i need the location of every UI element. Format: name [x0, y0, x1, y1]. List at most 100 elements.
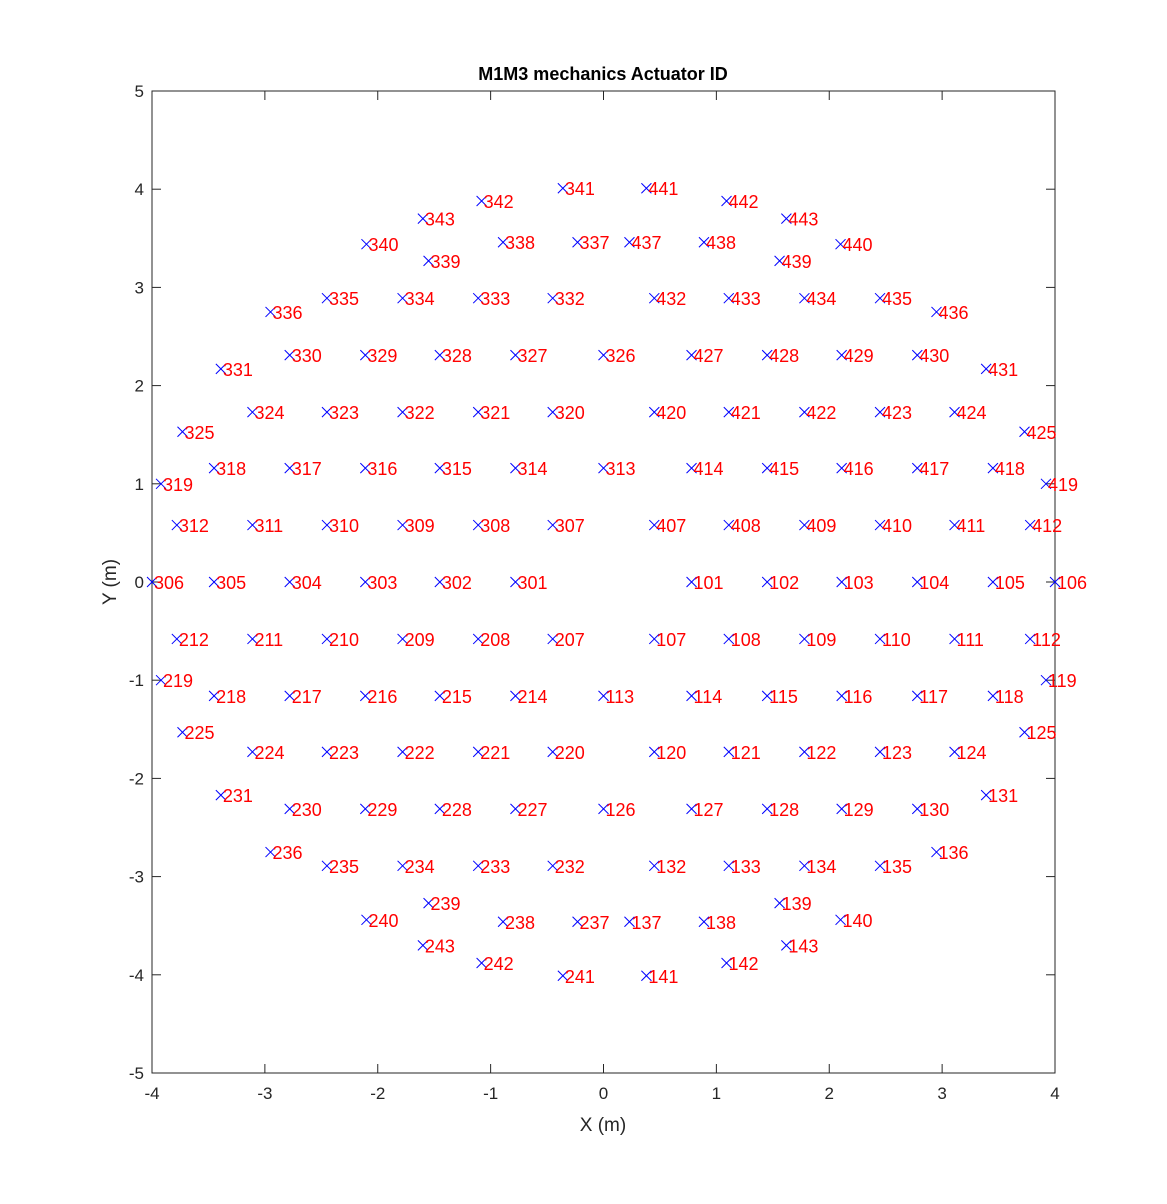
actuator-id-label: 315: [442, 459, 472, 479]
actuator-id-label: 303: [367, 573, 397, 593]
actuator-id-label: 103: [844, 573, 874, 593]
actuator-id-label: 434: [806, 289, 836, 309]
actuator-id-label: 109: [806, 630, 836, 650]
actuator-id-label: 309: [405, 516, 435, 536]
actuator-id-label: 331: [223, 360, 253, 380]
actuator-marker: [359, 576, 371, 588]
actuator-marker: [247, 746, 258, 758]
actuator-id-label: 308: [480, 516, 510, 536]
actuator-marker: [397, 633, 408, 645]
actuator-marker: [799, 292, 810, 304]
actuator-marker: [721, 195, 732, 207]
actuator-id-label: 129: [844, 800, 874, 820]
actuator-id-label: 340: [368, 235, 398, 255]
actuator-id-label: 339: [431, 252, 461, 272]
actuator-marker: [723, 519, 735, 531]
actuator-marker: [721, 957, 732, 969]
x-tick-label: 3: [937, 1084, 946, 1103]
actuator-id-label: 330: [292, 346, 322, 366]
actuator-id-label: 438: [706, 233, 736, 253]
actuator-marker: [648, 633, 660, 645]
actuator-marker: [774, 897, 785, 909]
actuator-marker: [911, 803, 923, 815]
x-tick-label: -2: [370, 1084, 385, 1103]
actuator-marker: [624, 236, 635, 248]
actuator-marker: [1024, 519, 1036, 531]
actuator-id-label: 112: [1032, 630, 1061, 650]
actuator-marker: [987, 690, 999, 702]
actuator-id-label: 141: [648, 967, 678, 987]
actuator-marker: [547, 292, 559, 304]
actuator-id-label: 243: [425, 936, 455, 956]
actuator-marker: [598, 462, 609, 474]
actuator-id-label: 324: [254, 403, 284, 423]
actuator-marker: [359, 462, 371, 474]
actuator-id-label: 134: [806, 857, 836, 877]
actuator-marker: [686, 690, 697, 702]
actuator-marker: [949, 633, 960, 645]
actuator-marker: [723, 633, 735, 645]
actuator-id-label: 306: [154, 573, 184, 593]
actuator-id-label: 239: [431, 894, 461, 914]
actuator-id-label: 416: [844, 459, 874, 479]
x-tick-label: 2: [825, 1084, 834, 1103]
actuator-marker: [417, 213, 429, 225]
actuator-marker: [781, 213, 792, 225]
actuator-id-label: 216: [367, 687, 397, 707]
actuator-marker: [598, 349, 609, 361]
actuator-id-label: 415: [769, 459, 799, 479]
actuator-id-label: 107: [656, 630, 686, 650]
actuator-id-label: 428: [769, 346, 799, 366]
actuator-id-label: 130: [919, 800, 949, 820]
actuator-id-label: 329: [367, 346, 397, 366]
actuator-id-label: 417: [919, 459, 949, 479]
actuator-marker: [423, 255, 434, 267]
actuator-marker: [247, 406, 258, 418]
actuator-id-label: 421: [731, 403, 761, 423]
actuator-id-label: 113: [606, 687, 635, 707]
actuator-marker: [359, 690, 371, 702]
actuator-id-label: 424: [957, 403, 987, 423]
actuator-id-label: 143: [788, 936, 818, 956]
actuator-marker: [1049, 576, 1061, 588]
actuator-id-label: 220: [555, 743, 585, 763]
actuator-id-label: 407: [656, 516, 686, 536]
actuator-id-label: 225: [184, 723, 214, 743]
actuator-id-label: 119: [1048, 671, 1077, 691]
actuator-id-label: 101: [694, 573, 724, 593]
actuator-id-label: 420: [656, 403, 686, 423]
actuator-marker: [472, 633, 484, 645]
y-tick-label: 0: [135, 573, 144, 592]
actuator-marker: [434, 690, 446, 702]
actuator-marker: [208, 462, 220, 474]
actuator-marker: [472, 746, 484, 758]
actuator-id-label: 341: [565, 179, 595, 199]
x-tick-label: 0: [599, 1084, 608, 1103]
actuator-marker: [648, 860, 660, 872]
actuator-id-label: 207: [555, 630, 585, 650]
actuator-id-label: 439: [782, 252, 812, 272]
actuator-id-label: 334: [405, 289, 435, 309]
actuator-id-label: 423: [882, 403, 912, 423]
actuator-marker: [434, 803, 446, 815]
actuator-marker: [472, 292, 484, 304]
actuator-marker: [423, 897, 434, 909]
actuator-marker: [761, 462, 773, 474]
actuator-id-label: 241: [565, 967, 595, 987]
actuator-id-label: 116: [844, 687, 873, 707]
actuator-id-label: 236: [273, 843, 303, 863]
actuator-id-label: 102: [769, 573, 799, 593]
actuator-id-label: 131: [988, 786, 1018, 806]
actuator-marker: [171, 519, 183, 531]
actuator-id-label: 230: [292, 800, 322, 820]
actuator-marker: [836, 349, 848, 361]
actuator-marker: [874, 519, 886, 531]
actuator-id-label: 122: [806, 743, 836, 763]
actuator-id-label: 137: [631, 913, 661, 933]
actuator-marker: [547, 746, 559, 758]
actuator-marker: [155, 478, 167, 490]
x-axis-label: X (m): [580, 1115, 626, 1136]
actuator-id-label: 335: [329, 289, 359, 309]
actuator-marker: [547, 633, 559, 645]
